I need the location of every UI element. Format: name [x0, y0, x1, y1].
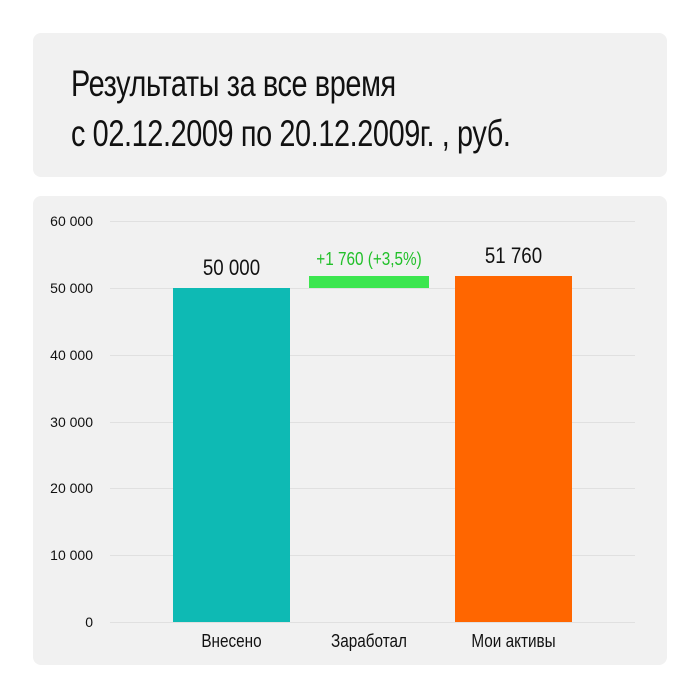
- x-category-label: Заработал: [331, 631, 407, 651]
- bar-1: [173, 288, 290, 622]
- x-category-label: Внесено: [201, 631, 262, 651]
- bar-value-label: 50 000: [202, 255, 261, 280]
- y-tick-label: 30 000: [50, 413, 93, 430]
- bar-2: [309, 276, 429, 288]
- gridline: [110, 288, 635, 289]
- x-category-label: Мои активы: [471, 631, 556, 651]
- gridline: [110, 355, 635, 356]
- gridline: [110, 488, 635, 489]
- bar-3: [455, 276, 572, 622]
- chart-title-line-1: Результаты за все время: [71, 63, 396, 104]
- gridline: [110, 555, 635, 556]
- gridline: [110, 622, 635, 623]
- y-tick-label: 20 000: [50, 480, 93, 497]
- y-tick-label: 0: [85, 614, 93, 630]
- gridline: [110, 221, 635, 222]
- gridline: [110, 422, 635, 423]
- bar-value-label: +1 760 (+3,5%): [316, 249, 422, 269]
- y-tick-label: 60 000: [50, 213, 93, 229]
- y-tick-label: 40 000: [50, 346, 93, 363]
- chart-title-line-2: с 02.12.2009 по 20.12.2009г. , руб.: [71, 113, 511, 154]
- title-panel: Результаты за все время с 02.12.2009 по …: [33, 33, 667, 177]
- y-tick-label: 50 000: [50, 279, 93, 296]
- y-tick-label: 10 000: [50, 547, 93, 564]
- bar-value-label: 51 760: [484, 243, 543, 268]
